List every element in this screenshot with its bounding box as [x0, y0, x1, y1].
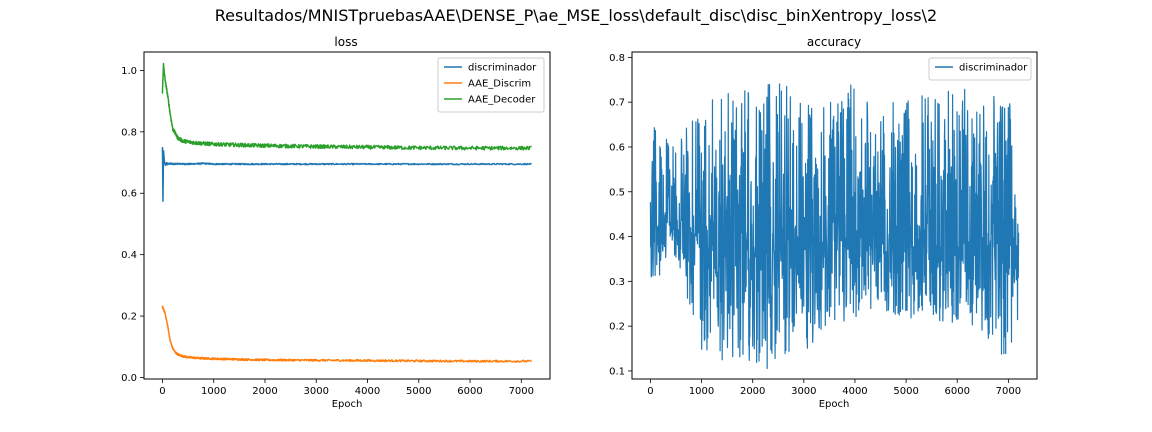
accuracy-legend-label: discriminador [959, 63, 1028, 74]
loss-xtick-label: 1000 [201, 386, 226, 397]
accuracy-xtick-label: 0 [647, 386, 653, 397]
accuracy-legend: discriminador [928, 57, 1032, 81]
accuracy-ytick-label: 0.7 [609, 98, 625, 109]
accuracy-xtick-label: 4000 [842, 386, 867, 397]
accuracy-xtick-label: 6000 [945, 386, 970, 397]
loss-series-AAE_Decoder [161, 62, 532, 151]
loss-xtick-label: 4000 [355, 386, 380, 397]
accuracy-xtick-label: 3000 [791, 386, 816, 397]
loss-xtick-label: 5000 [406, 386, 431, 397]
accuracy-ytick-label: 0.1 [609, 366, 625, 377]
loss-xtick-label: 6000 [457, 386, 482, 397]
loss-ytick-label: 0.6 [121, 189, 137, 200]
accuracy-ytick-label: 0.3 [609, 277, 625, 288]
accuracy-ytick-label: 0.4 [609, 232, 625, 243]
loss-series-discriminador [161, 146, 532, 203]
loss-chart: loss 0 1000 2000 3000 4000 5000 6000 7000 0.0 0.2… [121, 35, 551, 410]
loss-ytick-label: 0.8 [121, 127, 137, 138]
loss-chart-title: loss [334, 35, 357, 49]
accuracy-ytick-label: 0.5 [609, 187, 625, 198]
accuracy-ytick-label: 0.6 [609, 142, 625, 153]
accuracy-xtick-label: 5000 [893, 386, 918, 397]
loss-xtick-label: 3000 [304, 386, 329, 397]
loss-xtick-label: 7000 [509, 386, 534, 397]
accuracy-xtick-label: 7000 [996, 386, 1021, 397]
figure-title: Resultados/MNISTpruebasAAE\DENSE_P\ae_MS… [214, 6, 938, 25]
loss-legend-label: AAE_Decoder [468, 95, 536, 106]
loss-xtick-label: 2000 [252, 386, 277, 397]
loss-xlabel: Epoch [332, 399, 363, 410]
accuracy-legend-box [928, 57, 1032, 81]
loss-xtick-label: 0 [159, 386, 165, 397]
loss-ytick-label: 0.0 [121, 373, 137, 384]
accuracy-xtick-label: 2000 [740, 386, 765, 397]
loss-ytick-label: 0.2 [121, 312, 137, 323]
accuracy-ytick-label: 0.2 [609, 322, 625, 333]
accuracy-xtick-label: 1000 [689, 386, 714, 397]
loss-legend-label: AAE_Discrim [468, 79, 531, 90]
loss-legend-label: discriminador [468, 63, 537, 74]
loss-ytick-label: 1.0 [121, 66, 137, 77]
loss-legend-box [437, 57, 545, 113]
accuracy-xlabel: Epoch [819, 399, 850, 410]
accuracy-series-discriminador [649, 83, 1020, 370]
accuracy-ytick-label: 0.8 [609, 53, 625, 64]
accuracy-chart: accuracy 0 1000 2000 3000 4000 5000 6000 7000 0.… [609, 35, 1038, 410]
loss-series-AAE_Discrim [161, 305, 533, 363]
loss-legend: discriminador AAE_Discrim AAE_Decoder [437, 57, 545, 113]
accuracy-chart-title: accuracy [807, 35, 861, 49]
loss-ytick-label: 0.4 [121, 250, 137, 261]
